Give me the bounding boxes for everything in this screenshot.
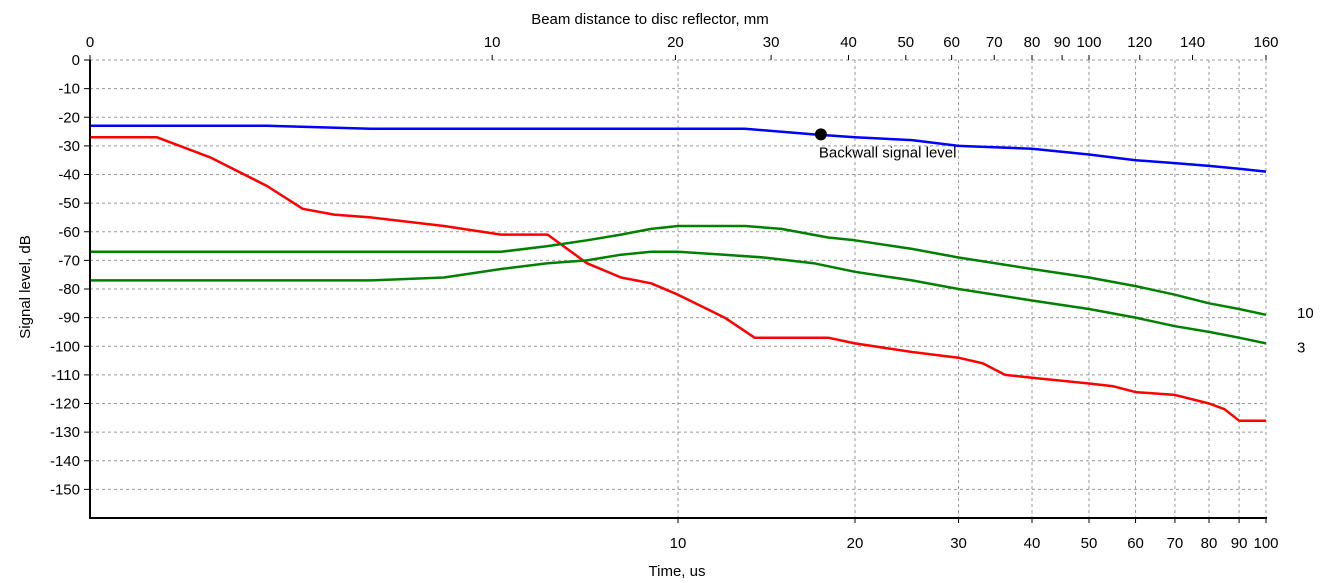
series-labels: 10 3 Backwall signal level bbox=[814, 128, 1314, 356]
y-tick-label: -100 bbox=[50, 338, 80, 355]
x-tick-label: 60 bbox=[1127, 535, 1144, 552]
y-tick-label: -140 bbox=[50, 453, 80, 470]
x2-tick-label: 10 bbox=[484, 34, 501, 51]
x2-tick-label: 40 bbox=[840, 34, 857, 51]
x2-tick-label: 160 bbox=[1253, 34, 1278, 51]
y-tick-label: -30 bbox=[58, 138, 80, 155]
x-tick-label: 100 bbox=[1253, 535, 1278, 552]
series-line bbox=[90, 136, 1266, 422]
x2-tick-label: 140 bbox=[1180, 34, 1205, 51]
y-tick-label: -60 bbox=[58, 224, 80, 241]
y-tick-label: -90 bbox=[58, 310, 80, 327]
x-tick-label: 80 bbox=[1201, 535, 1218, 552]
annotation-label: Backwall signal level bbox=[819, 144, 957, 161]
bottom-axis-title: Time, us bbox=[649, 563, 706, 580]
x2-tick-label: 120 bbox=[1127, 34, 1152, 51]
x2-tick-label: 100 bbox=[1076, 34, 1101, 51]
x2-tick-label: 60 bbox=[943, 34, 960, 51]
y-tick-label: -70 bbox=[58, 252, 80, 269]
x-tick-label: 20 bbox=[847, 535, 864, 552]
series-label: 3 bbox=[1297, 339, 1305, 356]
y-axis-title: Signal level, dB bbox=[17, 235, 34, 338]
y-tick-label: -10 bbox=[58, 81, 80, 98]
y-tick-label: -150 bbox=[50, 481, 80, 498]
x-tick-label: 10 bbox=[670, 535, 687, 552]
y-tick-label: -120 bbox=[50, 396, 80, 413]
y-tick-label: 0 bbox=[72, 52, 80, 69]
x2-tick-label: 90 bbox=[1054, 34, 1071, 51]
x2-tick-label: 50 bbox=[897, 34, 914, 51]
backwall-marker bbox=[814, 128, 827, 141]
series-line bbox=[90, 224, 1267, 317]
series-line bbox=[90, 124, 1267, 173]
series-label: 10 bbox=[1297, 305, 1314, 322]
grid-lines bbox=[90, 59, 1267, 518]
x-tick-label: 30 bbox=[950, 535, 967, 552]
x-tick-label: 90 bbox=[1231, 535, 1248, 552]
x2-tick-label: 20 bbox=[667, 34, 684, 51]
x2-tick-label: 70 bbox=[986, 34, 1003, 51]
y-tick-label: -80 bbox=[58, 281, 80, 298]
series-line bbox=[90, 250, 1267, 345]
y-tick-label: -50 bbox=[58, 195, 80, 212]
y-tick-label: -20 bbox=[58, 109, 80, 126]
y-tick-label: -40 bbox=[58, 167, 80, 184]
x2-tick-label: 30 bbox=[763, 34, 780, 51]
tick-labels: 0 -10 -20 -30 -40 -50 -60 -70 -80 -90 -100 -110 -120… bbox=[50, 34, 1279, 552]
y-tick-label: -110 bbox=[51, 367, 80, 384]
y-tick-label: -130 bbox=[50, 424, 80, 441]
top-axis-title: Beam distance to disc reflector, mm bbox=[531, 11, 769, 28]
x-tick-label: 70 bbox=[1167, 535, 1184, 552]
x2-tick-label: 0 bbox=[86, 34, 94, 51]
x2-tick-label: 80 bbox=[1024, 34, 1041, 51]
x-tick-label: 40 bbox=[1024, 535, 1041, 552]
x-tick-label: 50 bbox=[1081, 535, 1098, 552]
series-lines bbox=[90, 124, 1267, 422]
